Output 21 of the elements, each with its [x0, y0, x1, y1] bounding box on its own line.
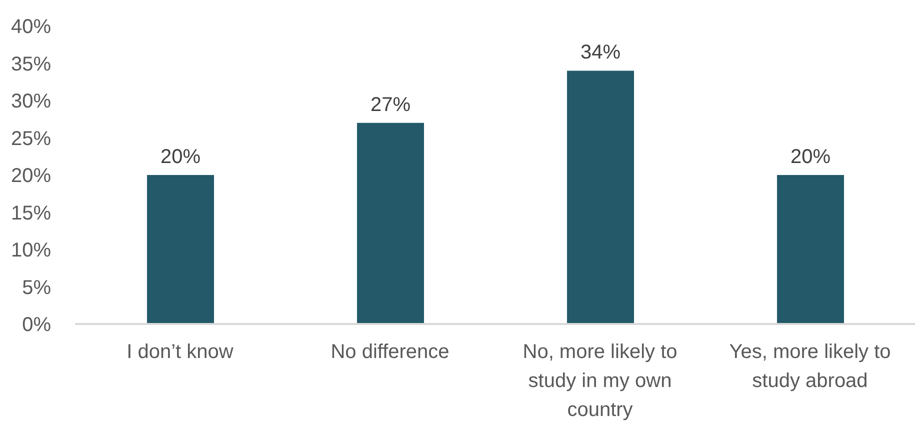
y-tick-label: 20%: [10, 165, 52, 188]
bar: [777, 175, 844, 324]
bar: [357, 122, 424, 324]
data-label: 20%: [790, 146, 831, 168]
y-tick-label: 25%: [10, 128, 52, 150]
bar: [147, 175, 214, 324]
x-tick-label: No difference: [330, 341, 450, 364]
y-tick-label: 10%: [10, 240, 52, 262]
y-tick-label: 0%: [22, 314, 52, 336]
y-tick-label: 35%: [10, 53, 52, 76]
bar: [567, 70, 634, 324]
y-tick-label: 40%: [10, 16, 52, 38]
y-tick-label: 15%: [10, 202, 52, 224]
x-tick-label: No, more likely to study in my own country: [522, 341, 678, 422]
y-tick-label: 30%: [10, 90, 52, 113]
x-tick-label: I don’t know: [126, 341, 234, 364]
data-label: 34%: [580, 42, 621, 64]
data-label: 20%: [160, 146, 201, 168]
data-label: 27%: [370, 94, 411, 116]
x-tick-label: Yes, more likely to study abroad: [729, 341, 891, 392]
y-tick-label: 5%: [22, 276, 52, 299]
